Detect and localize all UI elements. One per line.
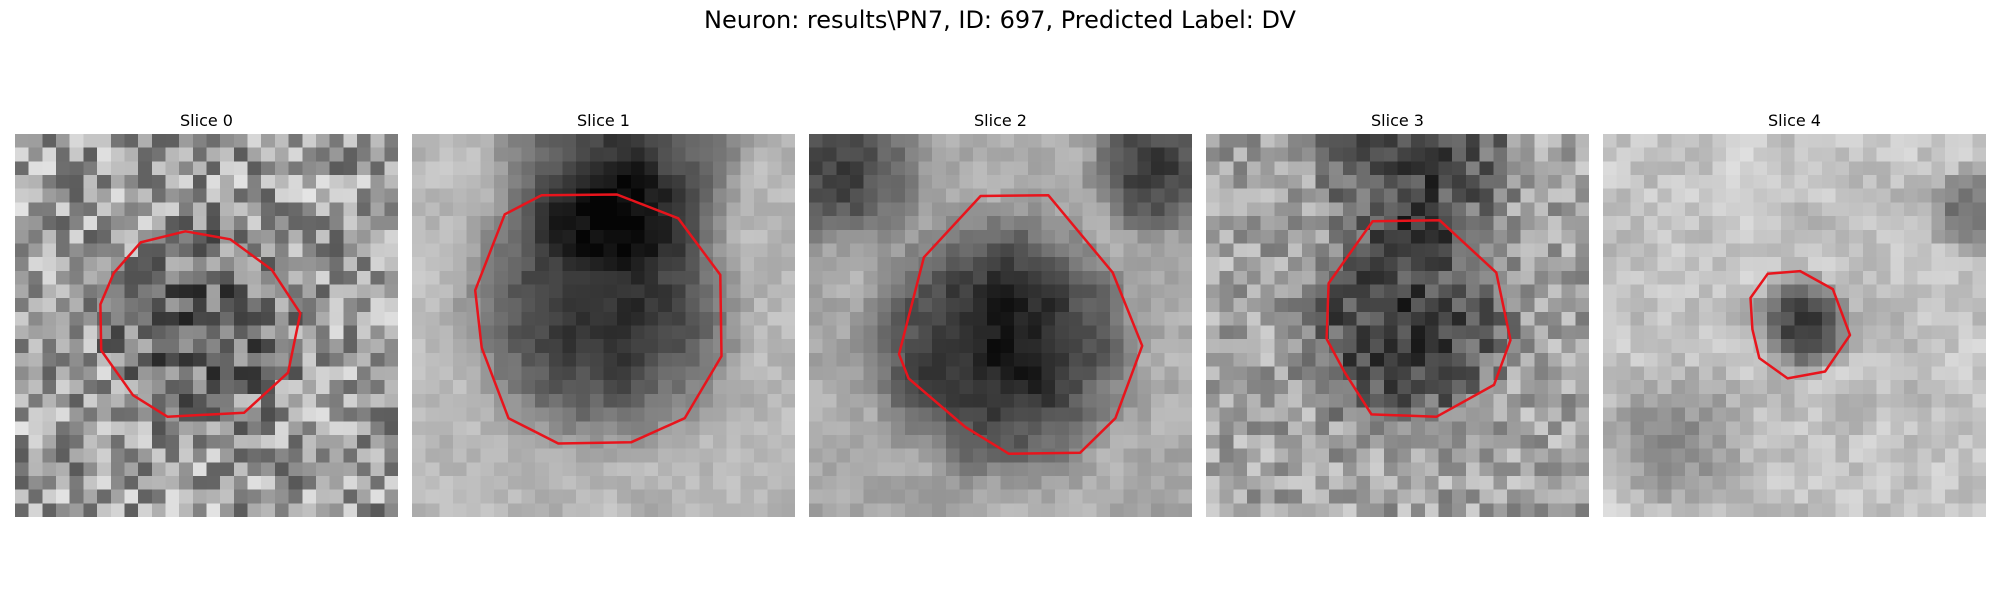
neuron-contour: [473, 193, 723, 445]
slice-panel-1: Slice 1: [412, 108, 795, 517]
slice-title: Slice 4: [1768, 111, 1821, 130]
slice-image: [809, 134, 1192, 517]
slice-panel-4: Slice 4: [1603, 108, 1986, 517]
slice-image: [412, 134, 795, 517]
slice-title: Slice 3: [1371, 111, 1424, 130]
neuron-contour: [1749, 269, 1852, 380]
slice-title: Slice 1: [577, 111, 630, 130]
neuron-contour: [99, 230, 302, 418]
grayscale-patch: [1206, 134, 1589, 517]
grayscale-patch: [15, 134, 398, 517]
slice-panel-2: Slice 2: [809, 108, 1192, 517]
figure-title: Neuron: results\PN7, ID: 697, Predicted …: [704, 6, 1296, 34]
slice-image: [1603, 134, 1986, 517]
slice-title: Slice 2: [974, 111, 1027, 130]
slice-image: [1206, 134, 1589, 517]
grayscale-patch: [809, 134, 1192, 517]
contour-overlay: [1325, 218, 1512, 418]
grayscale-patch: [412, 134, 795, 517]
neuron-contour: [897, 194, 1144, 456]
contour-overlay: [1749, 269, 1852, 380]
contour-overlay: [473, 193, 723, 445]
grayscale-patch: [1603, 134, 1986, 517]
contour-overlay: [99, 230, 302, 418]
neuron-contour: [1325, 218, 1512, 418]
slice-panel-3: Slice 3: [1206, 108, 1589, 517]
contour-overlay: [897, 194, 1144, 456]
slice-title: Slice 0: [180, 111, 233, 130]
slice-image: [15, 134, 398, 517]
slice-panel-0: Slice 0: [15, 108, 398, 517]
